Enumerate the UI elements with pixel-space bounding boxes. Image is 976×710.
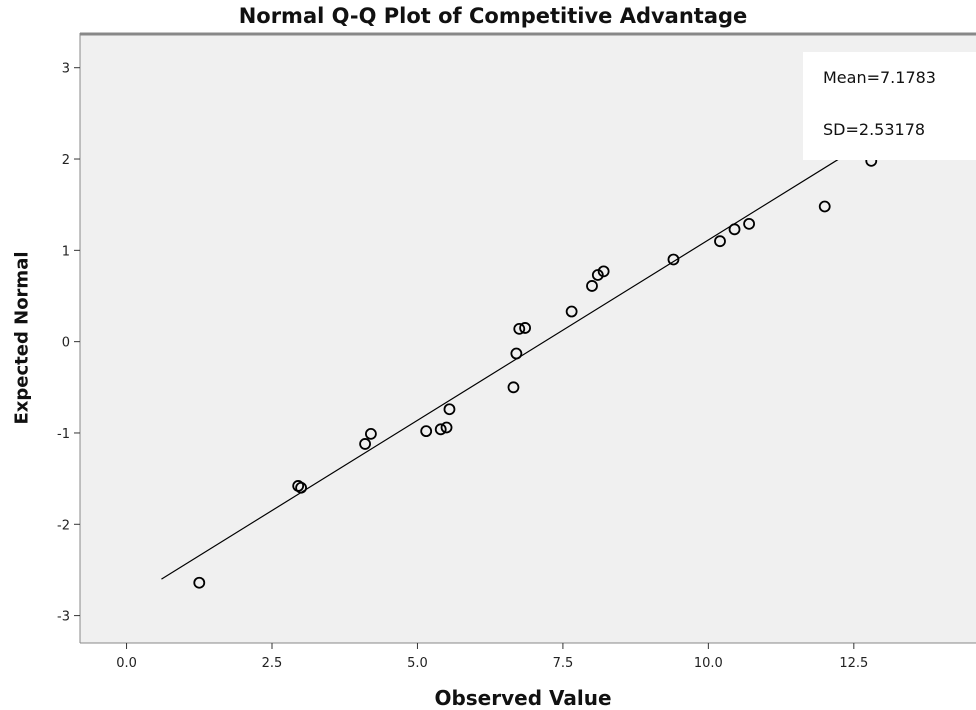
y-tick-label: 2 — [62, 153, 70, 168]
x-axis-label: Observed Value — [434, 686, 612, 710]
data-point — [434, 423, 447, 436]
data-point — [565, 305, 578, 318]
x-tick-label: 5.0 — [407, 656, 428, 671]
data-point — [513, 322, 526, 335]
data-point — [443, 403, 456, 416]
data-point — [359, 438, 371, 450]
y-tick-label: -1 — [57, 427, 70, 442]
data-point — [591, 269, 604, 281]
y-tick-label: 1 — [62, 244, 70, 259]
legend-box: Mean=7.1783 SD=2.53178 — [803, 52, 976, 160]
x-tick-label: 10.0 — [694, 656, 723, 671]
y-tick-label: -2 — [57, 518, 70, 533]
x-tick-label: 12.5 — [839, 656, 868, 671]
data-point — [743, 217, 755, 230]
data-point — [714, 235, 726, 248]
data-point — [420, 425, 433, 438]
x-tick-label: 2.5 — [262, 656, 283, 671]
data-point — [728, 223, 741, 236]
data-point — [440, 421, 453, 434]
data-point — [193, 576, 206, 589]
y-tick-label: -3 — [57, 610, 70, 625]
data-point — [519, 322, 531, 334]
legend-sd: SD=2.53178 — [823, 120, 926, 139]
chart-title: Normal Q-Q Plot of Competitive Advantage — [238, 4, 748, 28]
x-tick-label: 0.0 — [116, 656, 137, 671]
y-tick-label: 0 — [62, 336, 70, 351]
data-point — [667, 253, 680, 266]
data-point — [586, 280, 598, 292]
data-point — [365, 427, 377, 440]
data-point — [510, 347, 523, 360]
x-tick-label: 7.5 — [553, 656, 574, 671]
legend-mean: Mean=7.1783 — [823, 68, 936, 87]
y-axis-label: Expected Normal — [11, 251, 33, 425]
y-tick-label: 3 — [62, 62, 70, 77]
data-point — [818, 200, 831, 213]
data-point — [507, 381, 520, 394]
data-point — [295, 481, 307, 494]
data-point — [597, 265, 610, 278]
data-point — [292, 480, 305, 492]
